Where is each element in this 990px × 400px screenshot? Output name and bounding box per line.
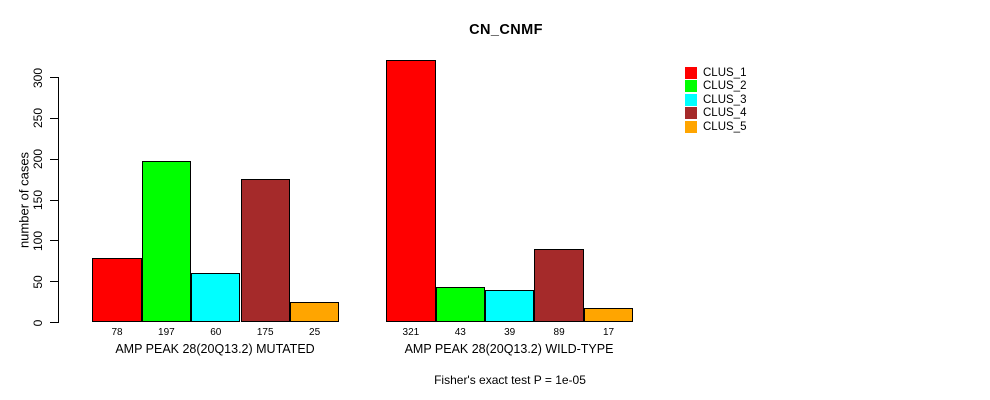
bar-clus_4-group1 xyxy=(240,179,290,322)
legend-row-clus_1: CLUS_1 xyxy=(685,66,746,80)
y-tick-mark xyxy=(50,281,58,283)
y-tick-label: 0 xyxy=(31,319,45,326)
bar-clus_1-group1 xyxy=(92,258,142,322)
legend-row-clus_3: CLUS_3 xyxy=(685,93,746,107)
legend-row-clus_5: CLUS_5 xyxy=(685,120,746,134)
bar-clus_2-group1 xyxy=(141,161,192,322)
legend-swatch-clus_2 xyxy=(685,80,697,93)
bar-value-label: 25 xyxy=(309,327,321,338)
legend-swatch-clus_3 xyxy=(685,93,697,106)
legend-label: CLUS_3 xyxy=(703,93,747,106)
bar-value-label: 89 xyxy=(553,327,565,338)
bar-value-label: 39 xyxy=(504,327,516,338)
legend-swatch-clus_4 xyxy=(685,107,697,120)
y-axis-label: number of cases xyxy=(16,151,32,249)
legend-label: CLUS_2 xyxy=(703,80,747,93)
bar-value-label: 17 xyxy=(602,327,615,338)
y-tick-label: 200 xyxy=(31,149,45,170)
y-tick-label: 150 xyxy=(31,189,45,211)
legend: CLUS_1 CLUS_2 CLUS_3 CLUS_4 CLUS_5 xyxy=(685,66,746,134)
bar-value-label: 321 xyxy=(402,327,420,338)
legend-swatch-clus_1 xyxy=(685,66,697,79)
bar-value-label: 175 xyxy=(256,327,274,338)
y-tick-label: 250 xyxy=(31,108,45,129)
group-label-wildtype: AMP PEAK 28(20Q13.2) WILD-TYPE xyxy=(404,342,614,356)
legend-label: CLUS_5 xyxy=(703,120,747,133)
bar-clus_3-group1 xyxy=(191,273,241,322)
y-tick-mark xyxy=(50,77,58,78)
y-tick-label: 300 xyxy=(31,67,45,88)
y-tick-label: 100 xyxy=(31,230,45,251)
chart-title: CN_CNMF xyxy=(469,22,543,38)
bar-clus_5-group1 xyxy=(289,301,340,322)
legend-label: CLUS_4 xyxy=(703,107,747,120)
bar-clus_3-group2 xyxy=(485,290,535,322)
legend-label: CLUS_1 xyxy=(703,66,747,79)
bar-clus_1-group2 xyxy=(386,59,436,322)
y-tick-mark xyxy=(50,240,58,242)
bar-value-label: 78 xyxy=(111,327,123,338)
legend-row-clus_4: CLUS_4 xyxy=(685,107,746,121)
bar-clus_5-group2 xyxy=(583,308,634,322)
bar-clus_2-group2 xyxy=(435,286,485,322)
y-tick-mark xyxy=(50,322,58,323)
bar-value-label: 43 xyxy=(454,327,466,338)
legend-swatch-clus_5 xyxy=(685,120,697,133)
y-tick-label: 50 xyxy=(31,274,45,289)
bar-value-label: 197 xyxy=(158,327,175,338)
fisher-test-note: Fisher's exact test P = 1e-05 xyxy=(434,373,586,387)
y-axis-line xyxy=(58,77,59,323)
legend-row-clus_2: CLUS_2 xyxy=(685,80,746,94)
bar-clus_4-group2 xyxy=(534,249,584,322)
y-tick-mark xyxy=(50,158,58,160)
y-tick-mark xyxy=(50,117,58,119)
y-tick-mark xyxy=(50,199,58,201)
group-label-mutated: AMP PEAK 28(20Q13.2) MUTATED xyxy=(115,342,315,356)
bar-value-label: 60 xyxy=(210,327,222,338)
